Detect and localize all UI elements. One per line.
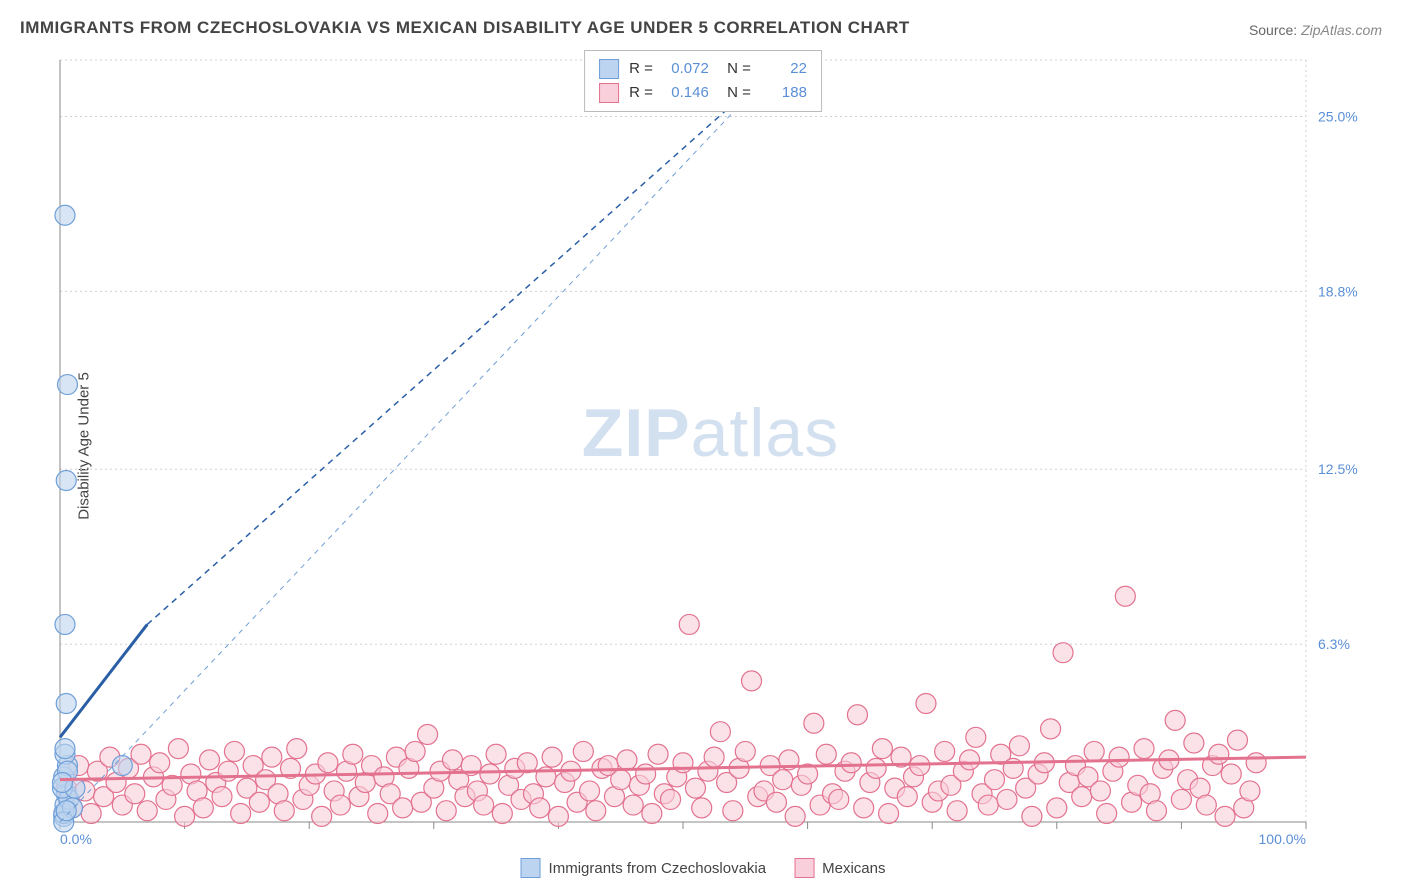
legend-swatch xyxy=(521,858,541,878)
legend-swatch xyxy=(794,858,814,878)
legend-swatch xyxy=(599,83,619,103)
legend-stat-row: R = 0.072 N = 22 xyxy=(599,57,807,81)
legend-n-value: 22 xyxy=(761,57,807,81)
svg-text:12.5%: 12.5% xyxy=(1318,461,1358,477)
legend-r-label: R = xyxy=(629,57,653,81)
legend-series-label: Immigrants from Czechoslovakia xyxy=(549,860,767,877)
legend-n-label: N = xyxy=(719,57,751,81)
svg-text:25.0%: 25.0% xyxy=(1318,108,1358,124)
legend-stat-row: R = 0.146 N = 188 xyxy=(599,81,807,105)
source-value: ZipAtlas.com xyxy=(1301,22,1382,38)
svg-text:0.0%: 0.0% xyxy=(60,831,92,847)
legend-r-label: R = xyxy=(629,81,653,105)
source-attribution: Source: ZipAtlas.com xyxy=(1249,22,1382,38)
legend-series-label: Mexicans xyxy=(822,860,885,877)
legend-stats: R = 0.072 N = 22 R = 0.146 N = 188 xyxy=(584,50,822,112)
chart-area: 6.3%12.5%18.8%25.0%0.0%100.0% ZIPatlas xyxy=(45,50,1376,847)
svg-text:18.8%: 18.8% xyxy=(1318,283,1358,299)
legend-r-value: 0.146 xyxy=(663,81,709,105)
legend-series-item: Mexicans xyxy=(794,858,885,878)
svg-text:100.0%: 100.0% xyxy=(1259,831,1306,847)
scatter-plot: 6.3% 12.5% 18.8% 25.0% 0.0% 100.0% xyxy=(45,50,1376,847)
legend-n-label: N = xyxy=(719,81,751,105)
legend-r-value: 0.072 xyxy=(663,57,709,81)
legend-n-value: 188 xyxy=(761,81,807,105)
legend-swatch xyxy=(599,59,619,79)
source-label: Source: xyxy=(1249,22,1297,38)
legend-series: Immigrants from Czechoslovakia Mexicans xyxy=(521,858,886,878)
legend-series-item: Immigrants from Czechoslovakia xyxy=(521,858,767,878)
chart-title: IMMIGRANTS FROM CZECHOSLOVAKIA VS MEXICA… xyxy=(20,18,910,38)
svg-text:6.3%: 6.3% xyxy=(1318,636,1350,652)
